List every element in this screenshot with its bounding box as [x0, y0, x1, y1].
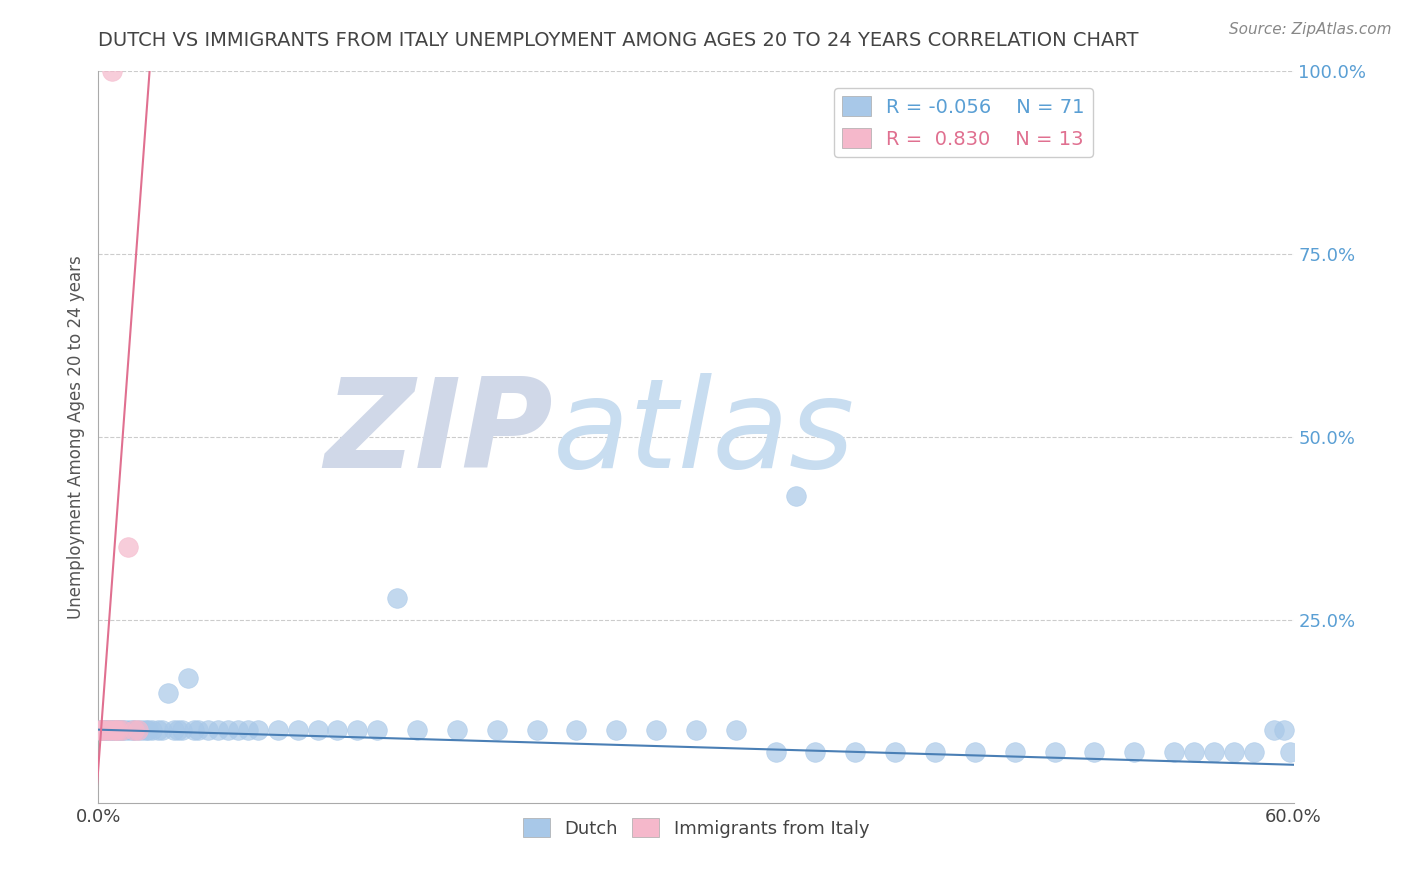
Point [131, 723, 153, 737]
Point [91, 723, 114, 737]
Point [117, 540, 139, 554]
Point [884, 745, 907, 759]
Point [1163, 745, 1185, 759]
Point [105, 723, 128, 737]
Point [97, 723, 120, 737]
Point [785, 489, 807, 503]
Point [91, 723, 114, 737]
Point [1043, 745, 1066, 759]
Point [124, 723, 146, 737]
Point [172, 723, 194, 737]
Text: Source: ZipAtlas.com: Source: ZipAtlas.com [1229, 22, 1392, 37]
Point [326, 723, 349, 737]
Point [105, 723, 128, 737]
Point [103, 723, 125, 737]
Point [167, 723, 190, 737]
Point [207, 723, 229, 737]
Point [246, 723, 269, 737]
Point [107, 723, 129, 737]
Point [136, 723, 159, 737]
Point [1278, 745, 1301, 759]
Point [187, 723, 209, 737]
Point [1263, 723, 1285, 737]
Point [1004, 745, 1026, 759]
Point [111, 723, 134, 737]
Point [157, 686, 180, 700]
Y-axis label: Unemployment Among Ages 20 to 24 years: Unemployment Among Ages 20 to 24 years [66, 255, 84, 619]
Point [112, 723, 135, 737]
Point [197, 723, 219, 737]
Point [117, 723, 139, 737]
Point [93, 723, 115, 737]
Point [844, 745, 866, 759]
Point [226, 723, 249, 737]
Point [163, 723, 186, 737]
Text: atlas: atlas [553, 373, 855, 494]
Point [93, 723, 115, 737]
Point [124, 723, 146, 737]
Legend: Dutch, Immigrants from Italy: Dutch, Immigrants from Italy [516, 811, 876, 845]
Point [97, 723, 120, 737]
Point [605, 723, 627, 737]
Point [1123, 745, 1146, 759]
Point [98, 723, 122, 737]
Point [1202, 745, 1225, 759]
Point [685, 723, 707, 737]
Point [98, 723, 122, 737]
Point [110, 723, 132, 737]
Point [236, 723, 259, 737]
Point [1182, 745, 1205, 759]
Point [346, 723, 368, 737]
Point [103, 723, 125, 737]
Point [177, 672, 200, 686]
Point [924, 745, 946, 759]
Point [406, 723, 429, 737]
Point [446, 723, 468, 737]
Point [724, 723, 747, 737]
Point [963, 745, 986, 759]
Point [127, 723, 149, 737]
Text: DUTCH VS IMMIGRANTS FROM ITALY UNEMPLOYMENT AMONG AGES 20 TO 24 YEARS CORRELATIO: DUTCH VS IMMIGRANTS FROM ITALY UNEMPLOYM… [98, 31, 1139, 50]
Point [89, 723, 111, 737]
Point [307, 723, 329, 737]
Point [183, 723, 205, 737]
Point [287, 723, 309, 737]
Point [107, 723, 129, 737]
Point [101, 723, 124, 737]
Point [1223, 745, 1246, 759]
Point [217, 723, 239, 737]
Point [1083, 745, 1105, 759]
Text: ZIP: ZIP [323, 373, 553, 494]
Point [765, 745, 787, 759]
Point [804, 745, 827, 759]
Point [101, 64, 124, 78]
Point [111, 723, 134, 737]
Point [267, 723, 290, 737]
Point [89, 723, 111, 737]
Point [1272, 723, 1295, 737]
Point [645, 723, 668, 737]
Point [485, 723, 508, 737]
Point [121, 723, 143, 737]
Point [366, 723, 388, 737]
Point [150, 723, 173, 737]
Point [385, 591, 409, 605]
Point [127, 723, 149, 737]
Point [141, 723, 163, 737]
Point [96, 723, 118, 737]
Point [1243, 745, 1265, 759]
Point [148, 723, 170, 737]
Point [565, 723, 588, 737]
Point [135, 723, 157, 737]
Point [526, 723, 548, 737]
